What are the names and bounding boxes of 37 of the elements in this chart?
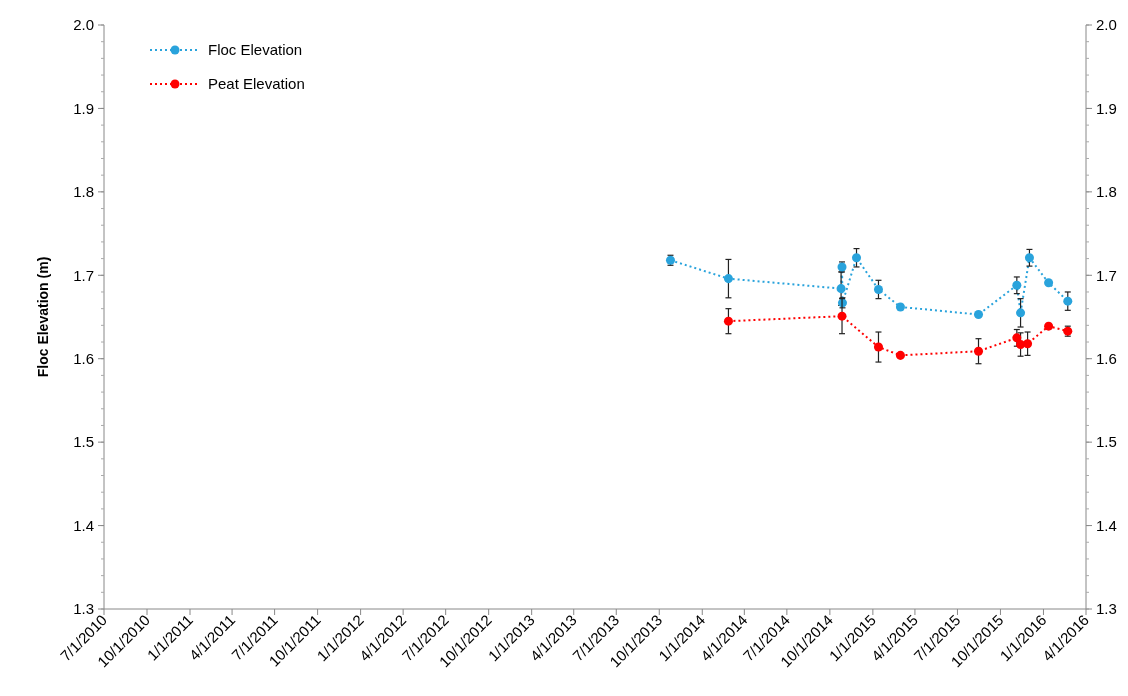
y2-tick-label: 1.9: [1096, 99, 1117, 117]
y2-tick-label: 1.8: [1096, 183, 1117, 201]
point: [836, 284, 846, 294]
legend-label: Floc Elevation: [208, 41, 303, 59]
legend-label: Peat Elevation: [208, 75, 305, 93]
y-tick-label: 1.3: [73, 600, 94, 618]
y-axis-title: Floc Elevation (m): [35, 256, 51, 378]
point: [1044, 321, 1054, 331]
y-tick-label: 1.8: [73, 183, 94, 201]
point: [1024, 253, 1034, 263]
point: [895, 302, 905, 312]
y-tick-label: 1.6: [73, 349, 94, 367]
y-tick-label: 1.9: [73, 99, 94, 117]
point: [723, 274, 733, 284]
y-tick-label: 1.5: [73, 433, 94, 451]
point: [1063, 296, 1073, 306]
point: [895, 350, 905, 360]
point: [873, 284, 883, 294]
point: [851, 253, 862, 263]
point: [837, 311, 847, 321]
point: [723, 316, 733, 326]
y2-tick-label: 1.5: [1096, 433, 1117, 451]
y2-tick-label: 2.0: [1096, 16, 1117, 34]
y-tick-label: 1.4: [73, 516, 94, 534]
y2-tick-label: 1.3: [1096, 600, 1117, 618]
point: [1016, 308, 1026, 318]
y2-tick-label: 1.4: [1096, 516, 1117, 534]
point: [1044, 278, 1054, 288]
y2-tick-label: 1.7: [1096, 266, 1117, 284]
y2-tick-label: 1.6: [1096, 349, 1117, 367]
point: [1012, 280, 1022, 290]
y-tick-label: 1.7: [73, 266, 94, 284]
point: [973, 309, 984, 319]
point: [1023, 339, 1033, 349]
y-tick-label: 2.0: [73, 16, 94, 34]
point: [973, 346, 984, 356]
point: [873, 342, 883, 352]
